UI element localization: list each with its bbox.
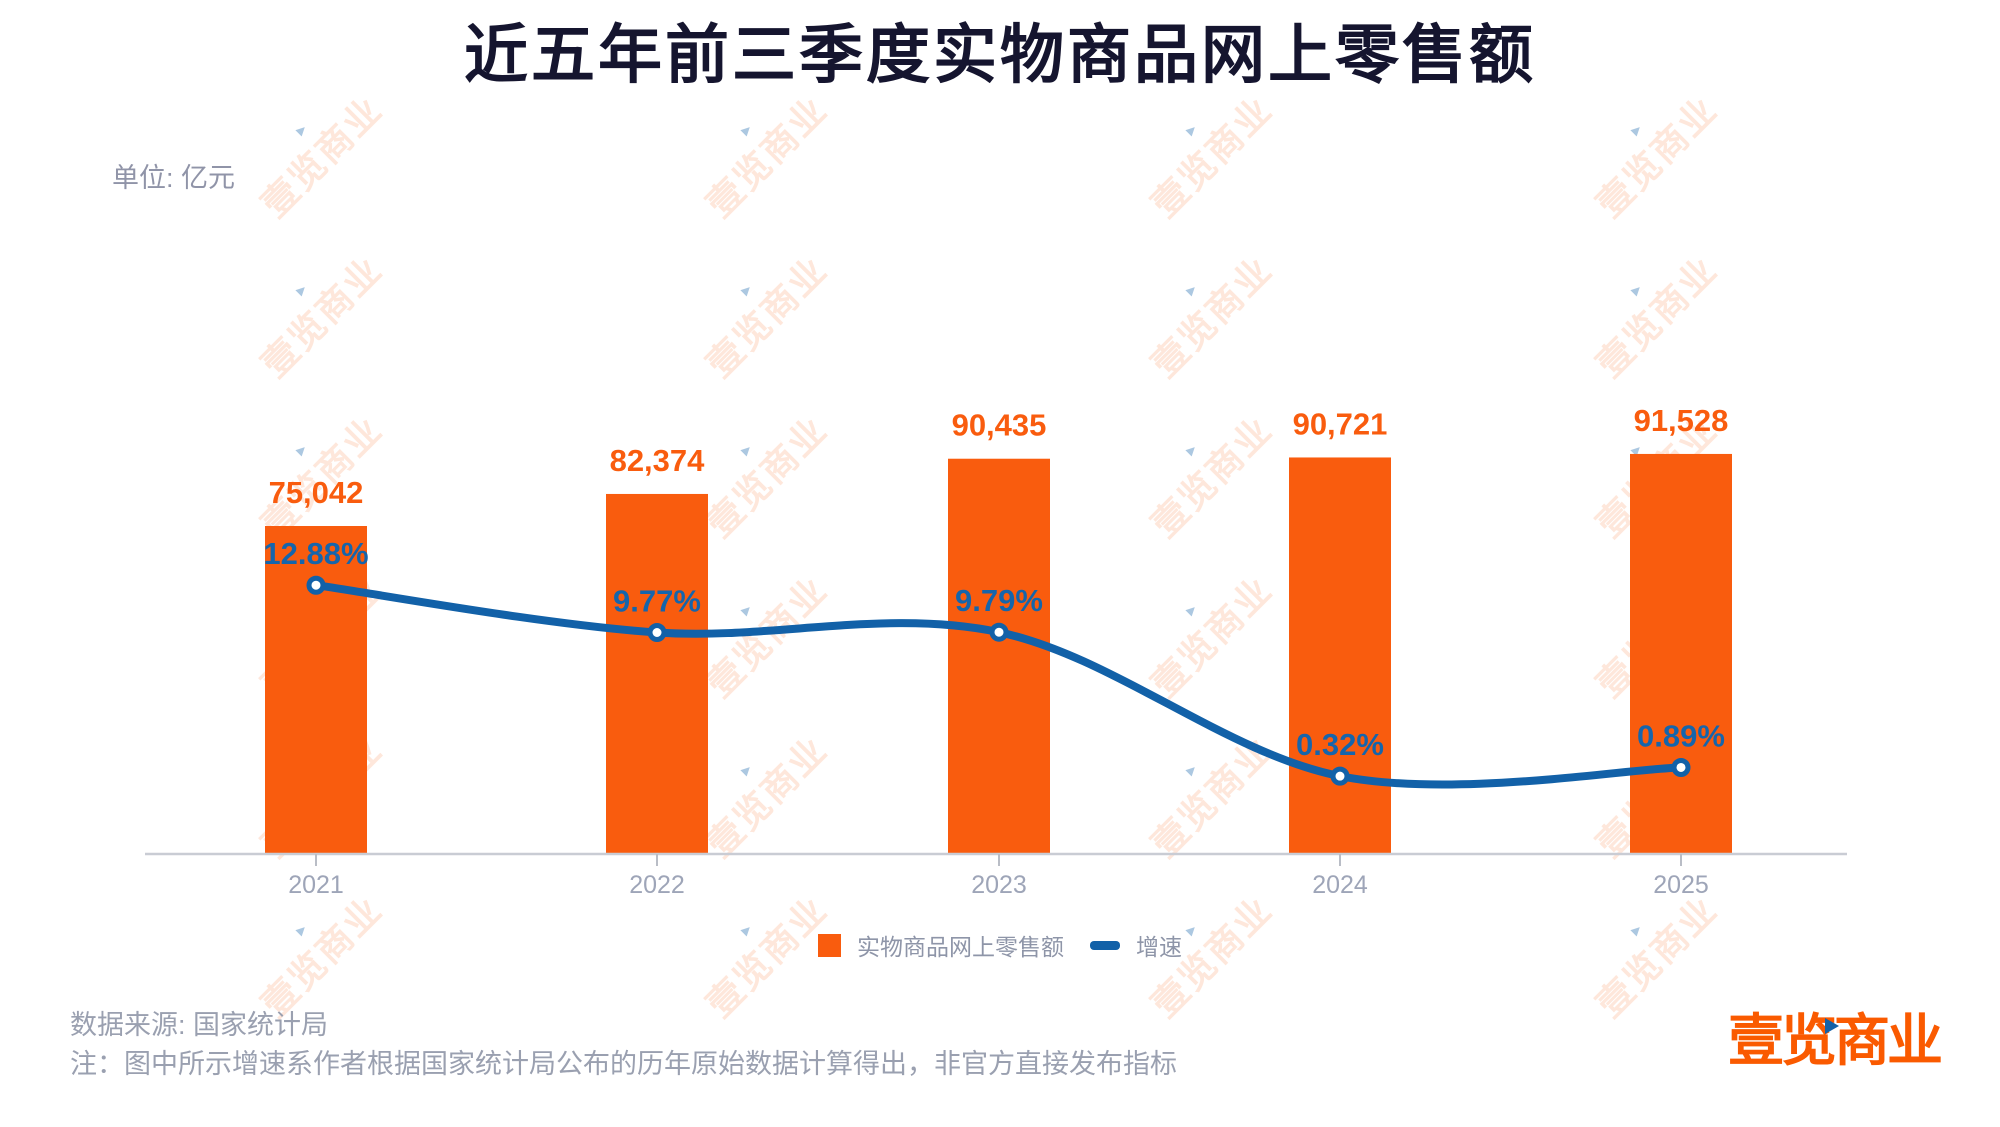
value-label-2021: 75,042 xyxy=(269,475,364,510)
legend-label-bar: 实物商品网上零售额 xyxy=(857,934,1064,960)
bar-2021 xyxy=(265,526,367,854)
pct-label-2025: 0.89% xyxy=(1637,718,1725,753)
data-point-2024 xyxy=(1330,766,1350,786)
data-point-2023 xyxy=(989,622,1009,642)
brand-logo-text: 壹览商业 xyxy=(1728,1009,1943,1072)
value-label-2024: 90,721 xyxy=(1293,406,1388,441)
chart-title: 近五年前三季度实物商品网上零售额 xyxy=(464,19,1536,91)
bar-2024 xyxy=(1289,457,1391,854)
unit-label: 单位: 亿元 xyxy=(112,163,236,193)
legend-item-line: 增速 xyxy=(1090,928,1182,962)
pct-label-2023: 9.79% xyxy=(955,583,1043,618)
value-label-2022: 82,374 xyxy=(610,443,706,478)
x-label-2025: 2025 xyxy=(1653,871,1709,899)
legend-swatch-square-icon xyxy=(818,933,841,957)
data-point-2021 xyxy=(306,575,326,595)
legend-label-line: 增速 xyxy=(1136,934,1182,960)
x-label-2021: 2021 xyxy=(288,871,344,899)
data-point-2025 xyxy=(1671,757,1691,777)
footer-notes: 数据来源: 国家统计局 注：图中所示增速系作者根据国家统计局公布的历年原始数据计… xyxy=(70,1006,1177,1084)
pct-label-2021: 12.88% xyxy=(263,536,368,571)
legend-item-bar: 实物商品网上零售额 xyxy=(818,928,1064,962)
x-label-2022: 2022 xyxy=(629,871,685,899)
data-point-2022 xyxy=(647,622,667,642)
chart-legend: 实物商品网上零售额 增速 xyxy=(0,928,2000,962)
bar-2025 xyxy=(1630,453,1732,854)
x-label-2023: 2023 xyxy=(971,871,1027,899)
x-label-2024: 2024 xyxy=(1312,871,1368,899)
data-source-note: 数据来源: 国家统计局 xyxy=(70,1010,329,1040)
legend-swatch-dash-icon xyxy=(1090,940,1120,950)
pct-label-2024: 0.32% xyxy=(1296,727,1384,762)
bar-2022 xyxy=(606,493,708,854)
methodology-note: 注：图中所示增速系作者根据国家统计局公布的历年原始数据计算得出，非官方直接发布指… xyxy=(70,1049,1177,1079)
pct-label-2022: 9.77% xyxy=(613,583,701,618)
value-label-2025: 91,528 xyxy=(1634,403,1729,438)
brand-logo: 壹览商业 xyxy=(1728,1008,1943,1080)
value-label-2023: 90,435 xyxy=(952,408,1047,443)
bar-2023 xyxy=(948,458,1050,854)
